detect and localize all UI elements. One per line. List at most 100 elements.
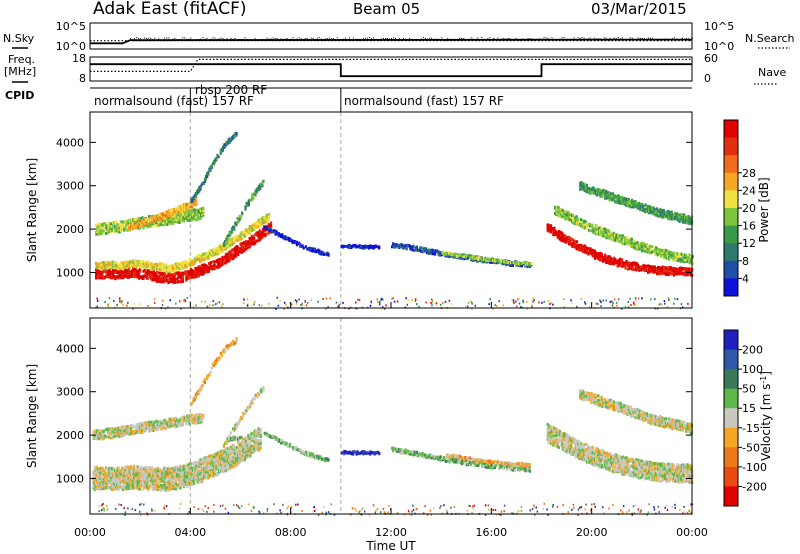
heatmap-cell xyxy=(554,205,557,209)
nsky-point xyxy=(489,37,491,39)
heatmap-cell xyxy=(176,468,179,472)
heatmap-cell xyxy=(609,196,612,200)
heatmap-cell xyxy=(233,133,236,137)
heatmap-cell xyxy=(677,257,680,261)
nsky-point xyxy=(451,39,453,41)
heatmap-cell xyxy=(138,471,141,474)
heatmap-cell xyxy=(112,477,115,481)
heatmap-cell xyxy=(210,249,213,252)
heatmap-cell xyxy=(624,238,627,242)
heatmap-cell xyxy=(606,259,609,263)
heatmap-cell xyxy=(169,487,172,491)
heatmap-cell xyxy=(643,243,646,247)
nsky-point xyxy=(272,37,274,39)
heatmap-cell xyxy=(107,261,110,265)
heatmap-cell xyxy=(202,208,205,212)
heatmap-cell xyxy=(431,252,434,256)
heatmap-cell xyxy=(93,475,96,478)
heatmap-cell xyxy=(189,274,192,277)
heatmap-cell xyxy=(560,238,563,242)
velocity-heatmap xyxy=(92,318,694,516)
heatmap-cell xyxy=(151,224,154,228)
heatmap-cell xyxy=(227,252,230,256)
heatmap-cell xyxy=(200,216,203,220)
heatmap-cell xyxy=(119,270,122,274)
heatmap-cell xyxy=(231,446,234,450)
heatmap-cell xyxy=(561,215,565,219)
heatmap-cell xyxy=(217,155,220,159)
heatmap-cell xyxy=(618,201,621,205)
heatmap-cell xyxy=(254,226,257,230)
heatmap-cell xyxy=(251,234,255,238)
heatmap-cell xyxy=(593,231,596,235)
nsky-point xyxy=(296,38,298,40)
heatmap-cell xyxy=(168,468,171,472)
heatmap-cell xyxy=(612,237,615,241)
heatmap-cell xyxy=(215,456,218,460)
heatmap-cell xyxy=(133,219,136,223)
heatmap-cell xyxy=(199,187,202,191)
heatmap-cell xyxy=(187,204,190,208)
nsky-point xyxy=(579,37,581,39)
heatmap-cell xyxy=(633,245,636,249)
nsky-point xyxy=(224,39,226,41)
heatmap-cell xyxy=(316,249,319,253)
heatmap-cell xyxy=(638,202,642,206)
noise-cell xyxy=(382,306,384,308)
heatmap-cell xyxy=(253,242,256,246)
heatmap-cell xyxy=(687,272,690,276)
heatmap-cell xyxy=(127,267,130,271)
heatmap-cell xyxy=(181,211,185,215)
heatmap-cell xyxy=(178,271,181,275)
heatmap-cell xyxy=(561,209,565,213)
heatmap-cell xyxy=(649,205,652,209)
heatmap-cell xyxy=(166,278,169,282)
heatmap-cell xyxy=(254,193,257,197)
noise-cell xyxy=(614,298,616,301)
heatmap-cell xyxy=(476,256,479,260)
heatmap-cell xyxy=(689,216,692,220)
heatmap-cell xyxy=(650,206,653,210)
heatmap-cell xyxy=(148,484,152,488)
heatmap-cell xyxy=(616,238,619,242)
heatmap-cell xyxy=(178,215,181,219)
heatmap-cell xyxy=(167,213,170,217)
heatmap-cell xyxy=(610,198,613,202)
heatmap-cell xyxy=(131,260,134,264)
heatmap-cell xyxy=(176,465,179,469)
heatmap-cell xyxy=(242,249,246,253)
heatmap-cell xyxy=(150,223,153,227)
heatmap-cell xyxy=(627,261,630,265)
heatmap-cell xyxy=(655,212,659,216)
heatmap-cell xyxy=(580,222,583,226)
nsky-point xyxy=(142,39,144,41)
heatmap-cell xyxy=(143,484,146,487)
nsky-point xyxy=(491,39,493,41)
nsky-point xyxy=(609,38,611,40)
nsky-point xyxy=(597,38,599,40)
heatmap-cell xyxy=(599,258,602,262)
heatmap-cell xyxy=(241,211,244,215)
noise-cell xyxy=(279,299,281,302)
heatmap-cell xyxy=(681,255,684,259)
heatmap-cell xyxy=(93,469,96,473)
heatmap-cell xyxy=(490,257,493,261)
nsky-point xyxy=(322,39,324,41)
heatmap-cell xyxy=(423,247,426,251)
heatmap-cell xyxy=(151,479,154,482)
heatmap-cell xyxy=(134,221,137,225)
heatmap-cell xyxy=(179,213,182,217)
power-y-label: Slant Range [km] xyxy=(25,158,39,262)
heatmap-cell xyxy=(144,269,147,273)
heatmap-cell xyxy=(643,267,646,271)
heatmap-cell xyxy=(216,456,219,460)
nsky-point xyxy=(360,39,362,41)
noise-cell xyxy=(277,304,280,307)
heatmap-cell xyxy=(181,480,184,484)
heatmap-cell xyxy=(134,271,137,275)
heatmap-cell xyxy=(254,221,257,225)
heatmap-cell xyxy=(605,255,608,259)
heatmap-cell xyxy=(194,256,197,260)
heatmap-cell xyxy=(213,260,216,264)
nsky-point xyxy=(629,37,631,39)
